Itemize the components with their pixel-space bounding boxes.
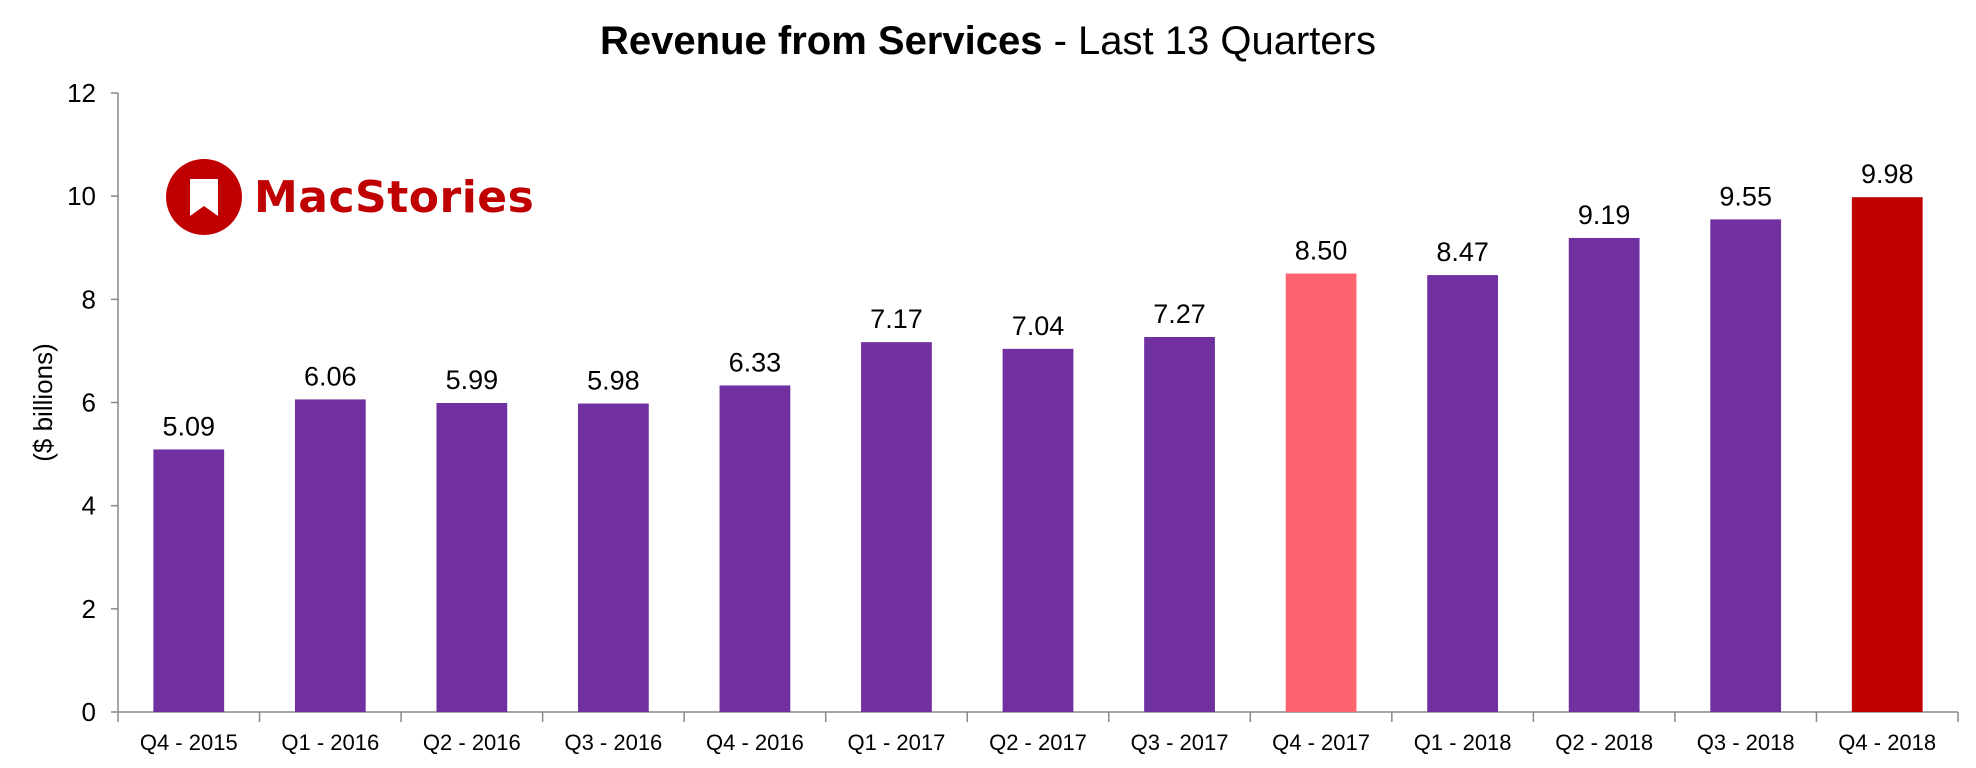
x-tick-label: Q4 - 2016 <box>706 730 804 755</box>
bar-value-label: 9.98 <box>1861 159 1914 189</box>
bar <box>1285 273 1357 712</box>
bar <box>1710 219 1782 713</box>
x-tick-label: Q2 - 2016 <box>423 730 521 755</box>
bar <box>861 342 932 712</box>
y-axis-label: ($ billions) <box>28 343 58 462</box>
y-tick-label: 4 <box>82 491 96 521</box>
x-tick-label: Q2 - 2018 <box>1555 730 1653 755</box>
chart-title-sub: Last 13 Quarters <box>1078 19 1376 63</box>
bar-value-label: 7.27 <box>1153 299 1206 329</box>
chart-title: Revenue from Services - Last 13 Quarters <box>0 16 1976 66</box>
y-tick-label: 10 <box>67 181 96 211</box>
bar-value-label: 5.99 <box>446 365 499 395</box>
x-tick-label: Q2 - 2017 <box>989 730 1087 755</box>
bar <box>578 403 649 712</box>
bar-value-label: 6.06 <box>304 361 357 391</box>
x-tick-label: Q3 - 2017 <box>1131 730 1229 755</box>
bar <box>153 449 225 712</box>
bar <box>719 385 791 712</box>
logo-text: MacStories <box>254 171 535 223</box>
y-tick-label: 6 <box>82 388 96 418</box>
bar-value-label: 5.98 <box>587 366 640 396</box>
x-tick-label: Q1 - 2017 <box>848 730 946 755</box>
x-tick-label: Q3 - 2018 <box>1697 730 1795 755</box>
bar-value-label: 5.09 <box>162 411 215 441</box>
y-tick-label: 2 <box>82 594 96 624</box>
bookmark-icon <box>166 159 242 235</box>
y-tick-label: 8 <box>82 284 96 314</box>
bar-value-label: 8.47 <box>1436 237 1489 267</box>
macstories-logo: MacStories <box>166 159 534 235</box>
bar <box>1427 275 1498 712</box>
y-tick-label: 12 <box>67 78 96 108</box>
bar-value-label: 9.19 <box>1578 200 1631 230</box>
bar-value-label: 8.50 <box>1295 236 1348 266</box>
bar <box>1002 348 1074 712</box>
bar-value-label: 6.33 <box>729 347 782 377</box>
x-tick-label: Q4 - 2017 <box>1272 730 1370 755</box>
chart-title-main: Revenue from Services <box>600 19 1043 63</box>
bar <box>1568 237 1640 713</box>
bar-value-label: 7.17 <box>870 304 923 334</box>
y-tick-label: 0 <box>82 697 96 727</box>
bar <box>294 399 366 712</box>
bar <box>1851 197 1923 712</box>
chart-title-separator: - <box>1042 19 1079 63</box>
x-tick-label: Q3 - 2016 <box>564 730 662 755</box>
bar-value-label: 7.04 <box>1012 311 1065 341</box>
bar-value-label: 9.55 <box>1719 181 1772 211</box>
x-tick-label: Q1 - 2018 <box>1414 730 1512 755</box>
x-tick-label: Q4 - 2018 <box>1838 730 1936 755</box>
x-tick-label: Q1 - 2016 <box>281 730 379 755</box>
x-tick-label: Q4 - 2015 <box>140 730 238 755</box>
bar <box>1144 336 1215 712</box>
bar <box>436 403 508 712</box>
